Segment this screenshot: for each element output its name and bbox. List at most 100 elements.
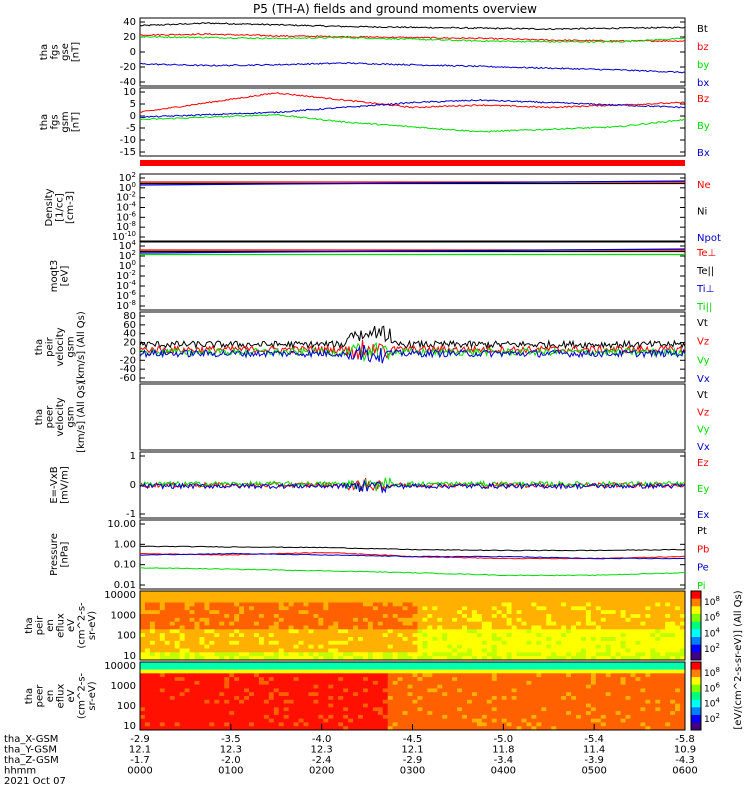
heatmap-cell — [650, 711, 656, 716]
heatmap-cell — [397, 614, 404, 619]
heatmap-cell — [462, 652, 468, 657]
heatmap-cell — [605, 711, 612, 716]
heatmap-cell — [149, 688, 156, 693]
heatmap-cell — [551, 644, 557, 649]
heatmap-cell — [214, 688, 220, 693]
heatmap-cell — [670, 625, 676, 630]
heatmap-cell — [283, 718, 290, 723]
heatmap-cell — [422, 598, 428, 603]
heatmap-cell — [303, 625, 309, 630]
heatmap-cell — [511, 614, 518, 619]
heatmap-cell — [263, 714, 270, 720]
colorbar-segment — [691, 662, 701, 671]
heatmap-cell — [457, 696, 463, 701]
heatmap-cell — [625, 652, 631, 657]
heatmap-cell — [367, 606, 374, 611]
heatmap-cell — [551, 625, 557, 630]
heatmap-cell — [298, 673, 304, 678]
heatmap-cell — [650, 680, 656, 686]
heatmap-cell — [496, 602, 503, 607]
heatmap-cell — [234, 610, 240, 615]
heatmap-cell — [476, 633, 483, 638]
heatmap-cell — [209, 629, 215, 634]
heatmap-cell — [353, 696, 359, 701]
heatmap-cell — [204, 707, 210, 712]
heatmap-cell — [283, 688, 290, 693]
heatmap-cell — [640, 648, 646, 653]
heatmap-cell — [234, 656, 240, 661]
heatmap-cell — [551, 652, 557, 657]
heatmap-cell — [620, 707, 627, 712]
heatmap-cell — [605, 703, 612, 708]
heatmap-cell — [595, 662, 602, 667]
heatmap-cell — [650, 640, 656, 646]
heatmap-cell — [184, 591, 191, 596]
heatmap-cell — [481, 648, 488, 653]
heatmap-cell — [283, 625, 290, 630]
heatmap-cell — [323, 606, 329, 611]
heatmap-cell — [298, 677, 304, 682]
heatmap-cell — [457, 669, 463, 674]
heatmap-cell — [189, 637, 195, 642]
heatmap-cell — [387, 696, 394, 701]
heatmap-cell — [333, 684, 339, 689]
heatmap-cell — [293, 726, 300, 731]
heatmap-cell — [377, 648, 384, 653]
heatmap-cell — [229, 598, 235, 603]
heatmap-cell — [204, 656, 210, 661]
heatmap-cell — [288, 718, 295, 723]
heatmap-cell — [358, 637, 364, 642]
heatmap-cell — [620, 625, 627, 630]
heatmap-cell — [630, 669, 636, 674]
heatmap-cell — [184, 703, 191, 708]
heatmap-cell — [620, 680, 627, 686]
heatmap-cell — [169, 591, 176, 596]
heatmap-cell — [526, 648, 532, 653]
heatmap-cell — [382, 606, 389, 611]
heatmap-cell — [249, 669, 255, 674]
heatmap-cell — [214, 662, 220, 667]
heatmap-cell — [566, 591, 572, 596]
heatmap-cell — [229, 718, 235, 723]
heatmap-cell — [367, 610, 374, 615]
heatmap-cell — [590, 652, 597, 657]
heatmap-cell — [278, 644, 285, 649]
heatmap-cell — [680, 640, 686, 646]
heatmap-cell — [437, 714, 443, 720]
heatmap-cell — [576, 629, 582, 634]
heatmap-cell — [323, 718, 329, 723]
heatmap-cell — [590, 680, 597, 686]
heatmap-cell — [546, 648, 552, 653]
y-tick-label: 0 — [130, 346, 136, 357]
heatmap-cell — [179, 625, 186, 630]
heatmap-cell — [511, 669, 518, 674]
heatmap-cell — [471, 718, 478, 723]
heatmap-cell — [526, 714, 532, 720]
heatmap-cell — [214, 633, 220, 638]
heatmap-cell — [174, 692, 181, 697]
heatmap-cell — [154, 680, 161, 686]
heatmap-cell — [229, 726, 235, 731]
heatmap-cell — [630, 614, 636, 619]
heatmap-cell — [640, 726, 646, 731]
heatmap-cell — [313, 669, 319, 674]
heatmap-cell — [219, 714, 225, 720]
heatmap-cell — [214, 629, 220, 634]
heatmap-cell — [630, 680, 636, 686]
heatmap-cell — [467, 633, 473, 638]
heatmap-cell — [154, 625, 161, 630]
heatmap-cell — [432, 594, 438, 600]
heatmap-cell — [665, 652, 671, 657]
heatmap-cell — [640, 617, 646, 623]
heatmap-cell — [442, 656, 448, 661]
heatmap-cell — [382, 648, 389, 653]
heatmap-cell — [214, 656, 220, 661]
heatmap-cell — [670, 699, 676, 705]
heatmap-cell — [486, 684, 493, 689]
heatmap-cell — [397, 662, 404, 667]
heatmap-cell — [239, 665, 245, 671]
heatmap-cell — [353, 692, 359, 697]
heatmap-cell — [645, 703, 651, 708]
heatmap-cell — [541, 602, 547, 607]
heatmap-cell — [387, 617, 394, 623]
